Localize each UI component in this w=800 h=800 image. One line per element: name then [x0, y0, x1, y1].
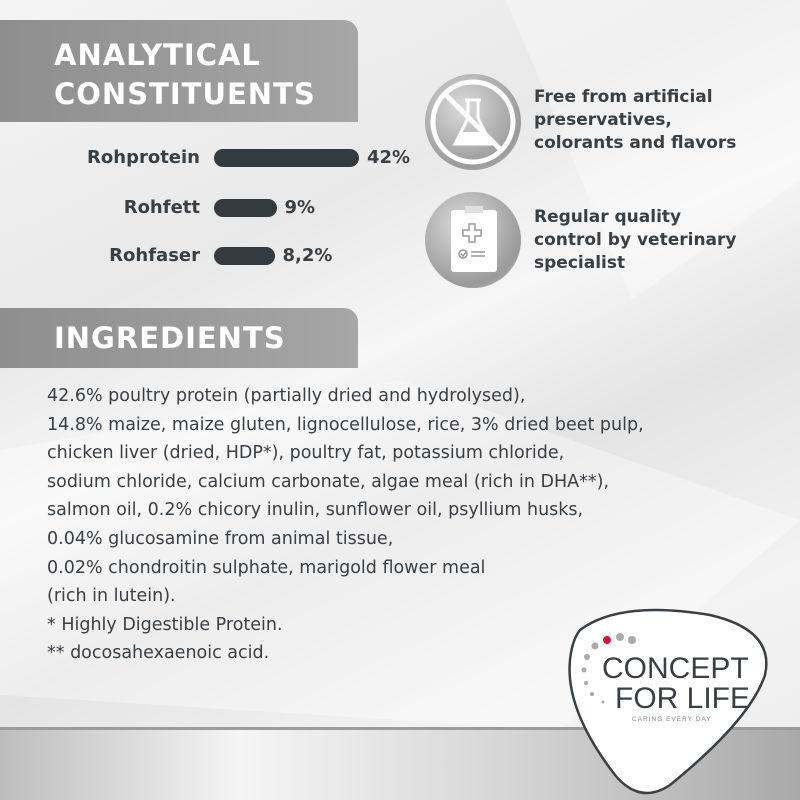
- clipboard-medical-check-icon: [425, 192, 521, 288]
- no-chemicals-flask-icon: [425, 74, 521, 170]
- ingredient-line: 14.8% maize, maize gluten, lignocellulos…: [47, 414, 644, 435]
- constituent-value: 8,2%: [282, 245, 333, 266]
- ingredient-line: chicken liver (dried, HDP*), poultry fat…: [47, 443, 565, 464]
- ingredient-line: salmon oil, 0.2% chicory inulin, sunflow…: [47, 500, 584, 521]
- ingredient-line: * Highly Digestible Protein.: [47, 614, 283, 635]
- feature-line: preservatives,: [534, 110, 672, 130]
- feature-text: Regular quality control by veterinary sp…: [534, 206, 736, 275]
- constituent-row: Rohfaser 8,2%: [0, 244, 800, 268]
- heading-line: ANALYTICAL: [54, 38, 261, 72]
- ingredient-line: 0.04% glucosamine from animal tissue,: [47, 528, 394, 549]
- ingredient-line: sodium chloride, calcium carbonate, alga…: [47, 471, 610, 492]
- logo-line1: CONCEPT: [602, 652, 749, 685]
- feature-line: control by veterinary: [534, 230, 737, 250]
- feature-line: colorants and flavors: [534, 133, 737, 153]
- ingredient-line: 42.6% poultry protein (partially dried a…: [47, 386, 526, 406]
- concept-for-life-logo: CONCEPT FOR LIFE CARING EVERY DAY: [560, 600, 800, 800]
- feature-text: Free from artificial preservatives, colo…: [534, 86, 736, 155]
- constituent-label: Rohfaser: [109, 245, 200, 266]
- logo-line2: FOR LIFE: [615, 682, 750, 715]
- ingredient-line: (rich in lutein).: [47, 586, 176, 607]
- constituent-row: Rohfett 9%: [0, 196, 800, 220]
- ingredient-line: 0.02% chondroitin sulphate, marigold flo…: [47, 557, 486, 578]
- ingredients-heading: INGREDIENTS: [0, 308, 358, 368]
- ingredient-line: ** docosahexaenoic acid.: [47, 643, 270, 664]
- constituent-bar: [214, 247, 275, 265]
- analytical-constituents-heading: ANALYTICAL CONSTITUENTS: [0, 20, 358, 122]
- feature-line: Free from artificial: [534, 87, 713, 107]
- heading-line: CONSTITUENTS: [54, 77, 316, 111]
- constituent-value: 9%: [284, 197, 316, 218]
- ingredients-list: 42.6% poultry protein (partially dried a…: [47, 382, 644, 668]
- feature-line: specialist: [534, 253, 626, 273]
- constituent-label: Rohfett: [123, 197, 200, 218]
- constituent-value: 42%: [367, 147, 411, 168]
- feature-line: Regular quality: [534, 207, 682, 227]
- constituent-bar: [214, 149, 359, 167]
- logo-tagline: CARING EVERY DAY: [632, 716, 712, 723]
- constituent-bar: [214, 199, 277, 217]
- constituent-row: Rohprotein 42%: [0, 146, 800, 170]
- constituent-label: Rohprotein: [87, 147, 200, 168]
